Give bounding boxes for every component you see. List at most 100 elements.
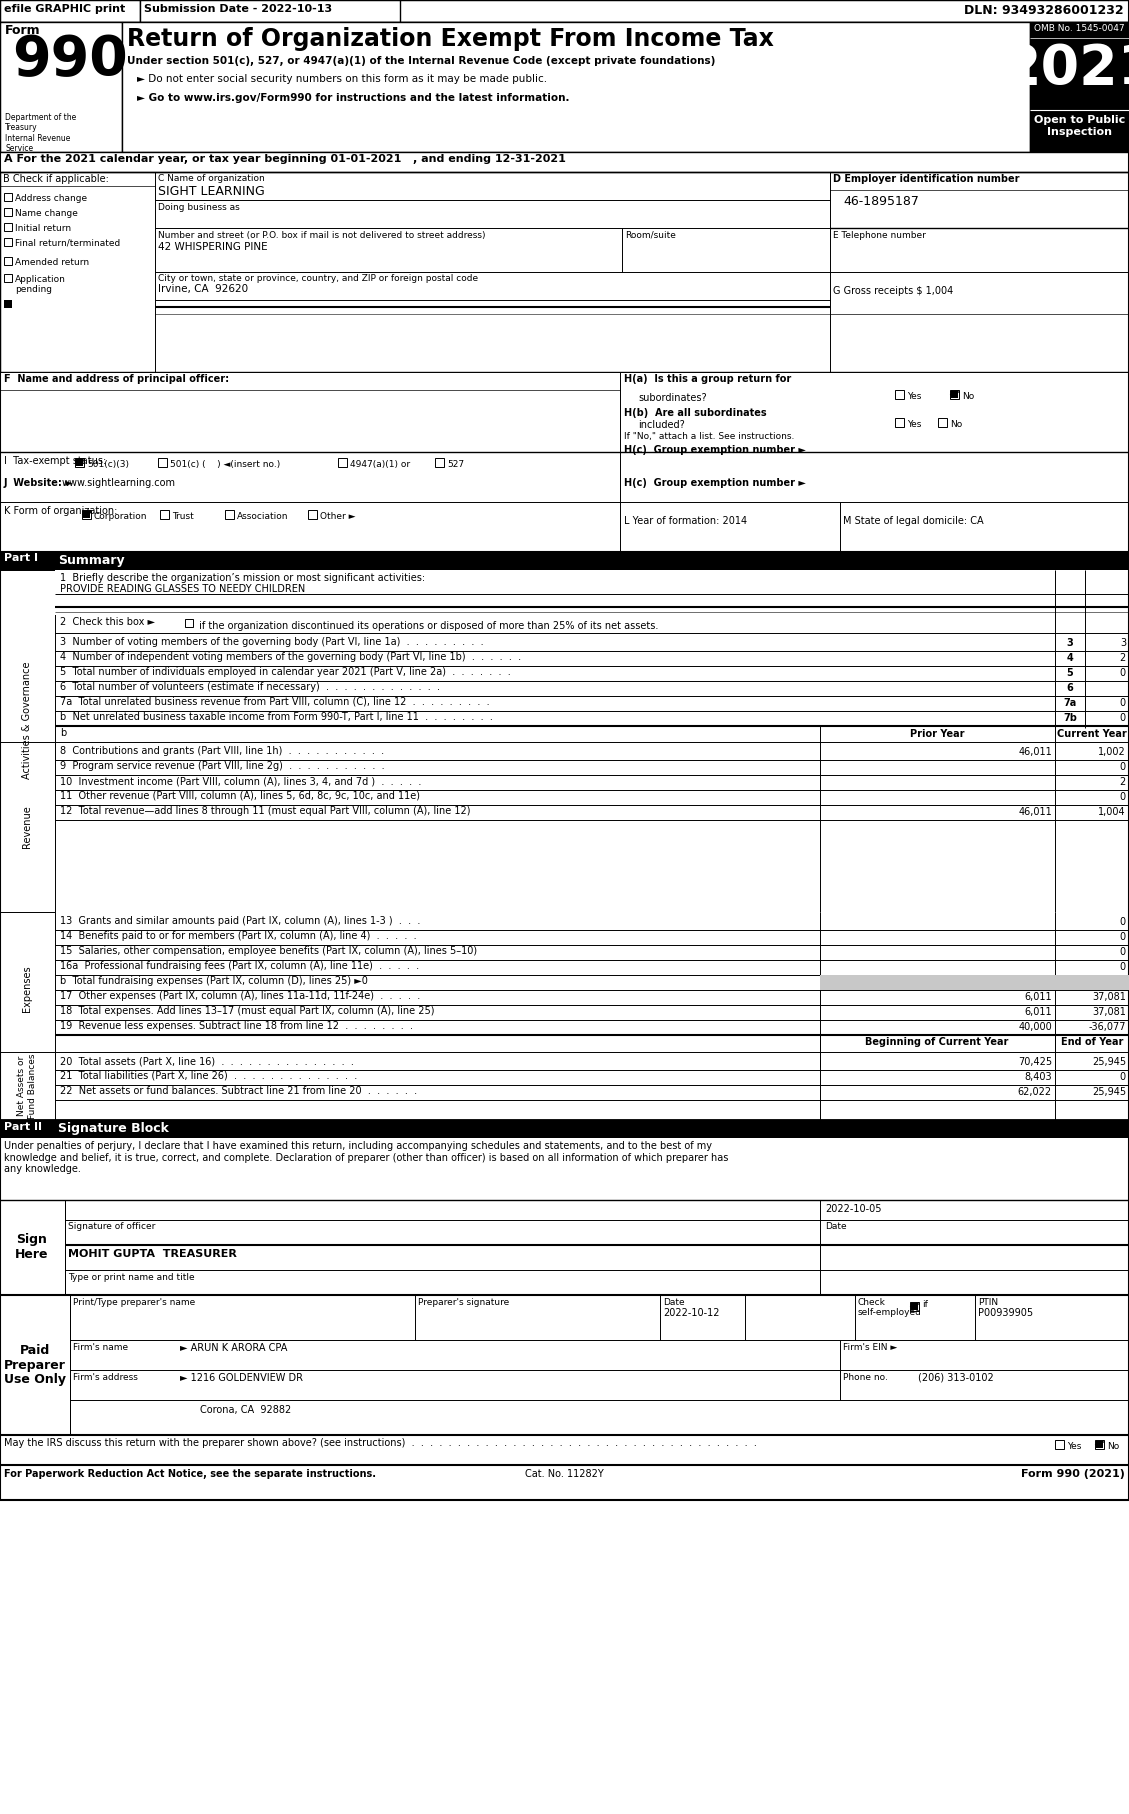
Text: 20  Total assets (Part X, line 16)  .  .  .  .  .  .  .  .  .  .  .  .  .  .  .: 20 Total assets (Part X, line 16) . . . … bbox=[60, 1056, 353, 1067]
Text: 6: 6 bbox=[1067, 684, 1074, 693]
Text: Name change: Name change bbox=[15, 209, 78, 218]
Text: 501(c)(3): 501(c)(3) bbox=[87, 461, 129, 470]
Text: H(a)  Is this a group return for: H(a) Is this a group return for bbox=[624, 374, 791, 385]
Text: Irvine, CA  92620: Irvine, CA 92620 bbox=[158, 285, 248, 294]
Text: 9  Program service revenue (Part VIII, line 2g)  .  .  .  .  .  .  .  .  .  .  .: 9 Program service revenue (Part VIII, li… bbox=[60, 762, 385, 771]
Text: 15  Salaries, other compensation, employee benefits (Part IX, column (A), lines : 15 Salaries, other compensation, employe… bbox=[60, 945, 478, 956]
Text: E Telephone number: E Telephone number bbox=[833, 230, 926, 239]
Text: 0: 0 bbox=[1120, 713, 1126, 724]
Bar bbox=[185, 619, 193, 628]
Text: 6,011: 6,011 bbox=[1024, 1007, 1052, 1018]
Text: 4  Number of independent voting members of the governing body (Part VI, line 1b): 4 Number of independent voting members o… bbox=[60, 651, 522, 662]
Bar bbox=[0, 570, 55, 871]
Text: 25,945: 25,945 bbox=[1092, 1087, 1126, 1097]
Bar bbox=[158, 457, 167, 466]
Bar bbox=[55, 570, 1129, 615]
Text: Revenue: Revenue bbox=[21, 805, 32, 849]
Bar bbox=[308, 510, 317, 519]
Bar bbox=[435, 457, 444, 466]
Text: 1  Briefly describe the organization’s mission or most significant activities:: 1 Briefly describe the organization’s mi… bbox=[60, 573, 426, 582]
Text: 70,425: 70,425 bbox=[1018, 1058, 1052, 1067]
Bar bbox=[895, 390, 904, 399]
Text: 3: 3 bbox=[1067, 639, 1074, 648]
Text: ► Go to www.irs.gov/Form990 for instructions and the latest information.: ► Go to www.irs.gov/Form990 for instruct… bbox=[137, 93, 569, 103]
Text: 4947(a)(1) or: 4947(a)(1) or bbox=[350, 461, 410, 470]
Text: Corporation: Corporation bbox=[94, 512, 148, 521]
Text: C Name of organization: C Name of organization bbox=[158, 174, 264, 183]
Bar bbox=[5, 223, 12, 230]
Bar bbox=[0, 372, 1129, 452]
Text: Form: Form bbox=[5, 24, 41, 36]
Text: Amended return: Amended return bbox=[15, 258, 89, 267]
Text: 0: 0 bbox=[1120, 918, 1126, 927]
Bar bbox=[5, 192, 12, 201]
Bar bbox=[0, 452, 1129, 502]
Text: Under penalties of perjury, I declare that I have examined this return, includin: Under penalties of perjury, I declare th… bbox=[5, 1141, 728, 1174]
Text: Phone no.: Phone no. bbox=[843, 1373, 887, 1382]
Bar bbox=[0, 1466, 1129, 1500]
Bar bbox=[895, 417, 904, 426]
Text: City or town, state or province, country, and ZIP or foreign postal code: City or town, state or province, country… bbox=[158, 274, 478, 283]
Text: 2: 2 bbox=[1120, 653, 1126, 662]
Text: if: if bbox=[922, 1301, 928, 1310]
Text: 990: 990 bbox=[12, 33, 128, 87]
Text: 10  Investment income (Part VIII, column (A), lines 3, 4, and 7d )  .  .  .  .  : 10 Investment income (Part VIII, column … bbox=[60, 776, 421, 785]
Bar bbox=[5, 209, 12, 216]
Text: 0: 0 bbox=[1120, 932, 1126, 941]
Text: 46,011: 46,011 bbox=[1018, 807, 1052, 816]
Text: Summary: Summary bbox=[58, 553, 124, 568]
Bar bbox=[160, 510, 169, 519]
Text: MOHIT GUPTA  TREASURER: MOHIT GUPTA TREASURER bbox=[68, 1250, 237, 1259]
Bar bbox=[0, 1435, 1129, 1466]
Text: Current Year: Current Year bbox=[1057, 729, 1127, 738]
Bar bbox=[225, 510, 234, 519]
Text: Date: Date bbox=[663, 1299, 684, 1308]
Text: 12  Total revenue—add lines 8 through 11 (must equal Part VIII, column (A), line: 12 Total revenue—add lines 8 through 11 … bbox=[60, 805, 471, 816]
Bar bbox=[140, 0, 400, 22]
Bar bbox=[5, 238, 12, 247]
Text: 3  Number of voting members of the governing body (Part VI, line 1a)  .  .  .  .: 3 Number of voting members of the govern… bbox=[60, 637, 483, 648]
Text: b  Total fundraising expenses (Part IX, column (D), lines 25) ►0: b Total fundraising expenses (Part IX, c… bbox=[60, 976, 368, 987]
Text: F  Name and address of principal officer:: F Name and address of principal officer: bbox=[5, 374, 229, 385]
Text: 46-1895187: 46-1895187 bbox=[843, 194, 919, 209]
Text: Yes: Yes bbox=[907, 421, 921, 428]
Text: 37,081: 37,081 bbox=[1092, 992, 1126, 1001]
Text: 19  Revenue less expenses. Subtract line 18 from line 12  .  .  .  .  .  .  .  .: 19 Revenue less expenses. Subtract line … bbox=[60, 1021, 413, 1030]
Bar bbox=[1096, 1440, 1103, 1448]
Bar bbox=[1030, 112, 1129, 152]
Text: P00939905: P00939905 bbox=[978, 1308, 1033, 1319]
Text: ► ARUN K ARORA CPA: ► ARUN K ARORA CPA bbox=[180, 1342, 288, 1353]
Text: H(c)  Group exemption number ►: H(c) Group exemption number ► bbox=[624, 444, 806, 455]
Text: 0: 0 bbox=[1120, 698, 1126, 707]
Text: Yes: Yes bbox=[1067, 1442, 1082, 1451]
Text: b: b bbox=[60, 727, 67, 738]
Bar bbox=[75, 457, 84, 466]
Bar bbox=[84, 512, 90, 519]
Text: PROVIDE READING GLASSES TO NEEDY CHILDREN: PROVIDE READING GLASSES TO NEEDY CHILDRE… bbox=[60, 584, 305, 593]
Text: Other ►: Other ► bbox=[320, 512, 356, 521]
Bar bbox=[0, 1201, 65, 1295]
Text: If "No," attach a list. See instructions.: If "No," attach a list. See instructions… bbox=[624, 432, 795, 441]
Text: Corona, CA  92882: Corona, CA 92882 bbox=[200, 1406, 291, 1415]
Text: 8  Contributions and grants (Part VIII, line 1h)  .  .  .  .  .  .  .  .  .  .  : 8 Contributions and grants (Part VIII, l… bbox=[60, 746, 384, 756]
Text: Form 990 (2021): Form 990 (2021) bbox=[1021, 1469, 1124, 1478]
Text: Under section 501(c), 527, or 4947(a)(1) of the Internal Revenue Code (except pr: Under section 501(c), 527, or 4947(a)(1)… bbox=[126, 56, 716, 65]
Text: 2022-10-05: 2022-10-05 bbox=[825, 1204, 882, 1214]
Text: efile GRAPHIC print: efile GRAPHIC print bbox=[5, 4, 125, 15]
Bar bbox=[76, 459, 84, 466]
Text: No: No bbox=[1108, 1442, 1119, 1451]
Text: 0: 0 bbox=[1120, 947, 1126, 958]
Text: 501(c) (    ) ◄(insert no.): 501(c) ( ) ◄(insert no.) bbox=[170, 461, 280, 470]
Bar bbox=[949, 390, 959, 399]
Text: 22  Net assets or fund balances. Subtract line 21 from line 20  .  .  .  .  .  .: 22 Net assets or fund balances. Subtract… bbox=[60, 1087, 417, 1096]
Bar bbox=[938, 417, 947, 426]
Text: SIGHT LEARNING: SIGHT LEARNING bbox=[158, 185, 264, 198]
Bar bbox=[5, 274, 12, 281]
Bar bbox=[0, 551, 1129, 570]
Bar bbox=[0, 172, 1129, 372]
Text: Preparer's signature: Preparer's signature bbox=[418, 1299, 509, 1308]
Text: 1,002: 1,002 bbox=[1099, 747, 1126, 756]
Bar bbox=[1054, 1440, 1064, 1449]
Text: 4: 4 bbox=[1067, 653, 1074, 662]
Text: Paid
Preparer
Use Only: Paid Preparer Use Only bbox=[5, 1344, 65, 1386]
